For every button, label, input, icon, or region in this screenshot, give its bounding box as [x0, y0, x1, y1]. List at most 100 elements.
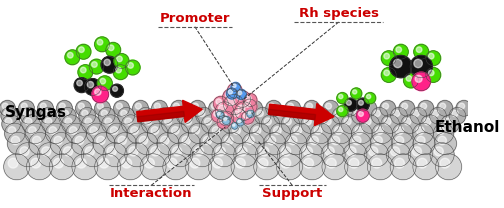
- Circle shape: [417, 136, 425, 145]
- Circle shape: [416, 47, 422, 52]
- Circle shape: [335, 110, 341, 116]
- Circle shape: [4, 110, 10, 116]
- Circle shape: [11, 136, 20, 145]
- Circle shape: [285, 132, 307, 155]
- Circle shape: [102, 115, 120, 133]
- Circle shape: [223, 89, 239, 105]
- Circle shape: [339, 108, 343, 112]
- Circle shape: [40, 107, 56, 124]
- Circle shape: [432, 110, 439, 116]
- Circle shape: [242, 99, 257, 114]
- Circle shape: [200, 132, 222, 155]
- Circle shape: [232, 124, 235, 126]
- Circle shape: [339, 94, 343, 99]
- Circle shape: [212, 103, 217, 109]
- Circle shape: [344, 118, 351, 125]
- Circle shape: [87, 82, 94, 88]
- Polygon shape: [269, 109, 316, 120]
- Circle shape: [311, 123, 331, 144]
- Circle shape: [147, 143, 171, 167]
- Circle shape: [82, 110, 88, 116]
- Circle shape: [216, 147, 225, 156]
- Circle shape: [314, 127, 322, 134]
- Circle shape: [108, 45, 114, 51]
- Circle shape: [95, 154, 120, 180]
- Circle shape: [349, 132, 371, 155]
- Circle shape: [284, 118, 291, 125]
- Circle shape: [303, 147, 312, 156]
- Circle shape: [99, 158, 109, 168]
- Circle shape: [260, 147, 269, 156]
- Circle shape: [110, 84, 123, 97]
- Circle shape: [49, 127, 56, 134]
- Circle shape: [221, 115, 240, 133]
- Circle shape: [244, 118, 251, 125]
- Circle shape: [201, 115, 220, 133]
- Circle shape: [304, 100, 320, 116]
- Circle shape: [140, 154, 166, 180]
- Circle shape: [402, 103, 408, 109]
- Circle shape: [114, 54, 129, 68]
- Circle shape: [105, 118, 112, 125]
- Circle shape: [234, 143, 258, 167]
- Circle shape: [195, 147, 204, 156]
- Circle shape: [243, 113, 248, 118]
- Circle shape: [219, 118, 224, 123]
- Circle shape: [312, 107, 330, 124]
- Circle shape: [246, 96, 251, 101]
- Circle shape: [116, 103, 122, 109]
- Circle shape: [20, 107, 37, 124]
- Circle shape: [236, 89, 246, 99]
- Circle shape: [387, 143, 411, 167]
- Circle shape: [440, 115, 459, 133]
- Circle shape: [145, 118, 152, 125]
- Circle shape: [287, 103, 293, 109]
- Circle shape: [433, 123, 454, 144]
- Circle shape: [85, 147, 94, 156]
- Circle shape: [38, 143, 61, 167]
- Circle shape: [231, 154, 257, 180]
- Circle shape: [299, 154, 325, 180]
- Circle shape: [274, 127, 281, 134]
- Circle shape: [160, 110, 166, 116]
- Circle shape: [230, 103, 236, 109]
- Circle shape: [343, 143, 367, 167]
- Circle shape: [106, 42, 120, 57]
- Circle shape: [233, 111, 239, 116]
- Circle shape: [356, 98, 369, 111]
- Circle shape: [81, 67, 86, 73]
- Circle shape: [161, 115, 180, 133]
- Circle shape: [412, 147, 421, 156]
- Circle shape: [353, 90, 357, 94]
- Circle shape: [213, 158, 223, 168]
- Circle shape: [182, 136, 191, 145]
- Circle shape: [140, 110, 147, 116]
- Circle shape: [430, 143, 454, 167]
- Circle shape: [392, 132, 414, 155]
- Circle shape: [163, 154, 189, 180]
- Circle shape: [199, 110, 205, 116]
- Circle shape: [214, 111, 219, 116]
- Circle shape: [215, 102, 234, 120]
- Circle shape: [107, 123, 127, 144]
- Circle shape: [321, 143, 345, 167]
- Circle shape: [230, 86, 235, 92]
- Circle shape: [8, 132, 30, 155]
- Circle shape: [65, 118, 72, 125]
- Circle shape: [247, 110, 254, 118]
- Circle shape: [217, 116, 230, 129]
- Circle shape: [176, 107, 193, 124]
- Circle shape: [62, 110, 69, 116]
- Circle shape: [406, 76, 412, 81]
- Circle shape: [353, 136, 361, 145]
- Circle shape: [224, 94, 244, 115]
- Circle shape: [390, 154, 416, 180]
- Circle shape: [234, 91, 250, 107]
- Circle shape: [225, 92, 232, 98]
- Circle shape: [215, 107, 232, 124]
- Circle shape: [98, 107, 115, 124]
- Circle shape: [212, 109, 224, 122]
- Circle shape: [179, 110, 185, 116]
- Circle shape: [151, 127, 159, 134]
- Circle shape: [363, 103, 369, 109]
